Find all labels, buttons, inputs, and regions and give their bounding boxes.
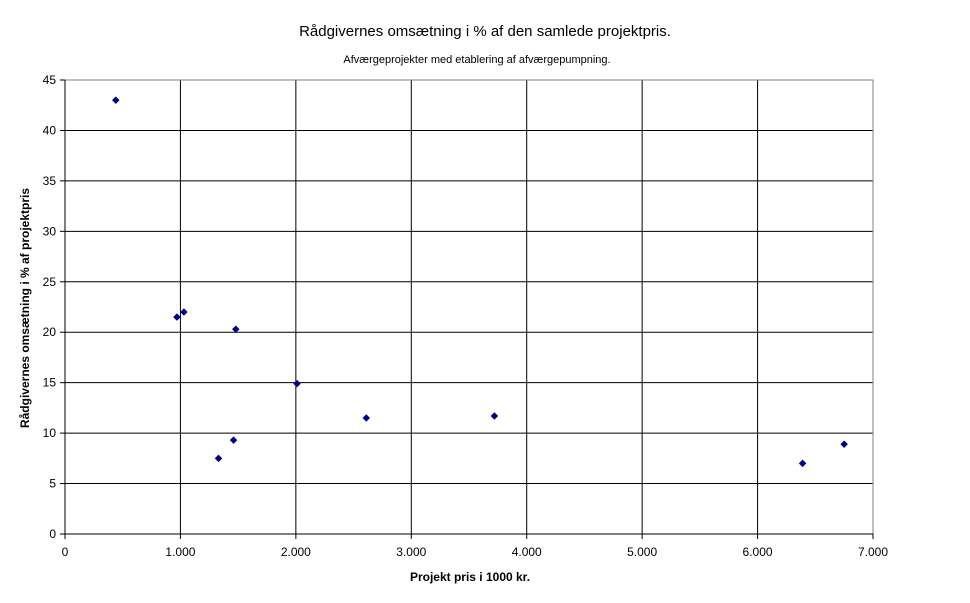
grid-lines	[65, 79, 874, 534]
data-points	[111, 96, 848, 468]
data-point	[798, 459, 807, 468]
data-point	[173, 313, 181, 321]
y-tick-label: 10	[43, 426, 57, 440]
data-point	[214, 454, 223, 463]
x-tick-label: 5.000	[627, 545, 657, 559]
data-point	[231, 325, 240, 334]
data-point	[293, 379, 301, 388]
data-point	[229, 436, 238, 445]
chart-title: Rådgivernes omsætning i % af den samlede…	[299, 23, 671, 40]
plot-area-frame	[64, 79, 874, 535]
y-tick-label: 0	[49, 527, 56, 541]
y-tick-label: 15	[43, 376, 57, 390]
y-tick-label: 20	[43, 325, 57, 339]
data-point	[180, 308, 188, 316]
chart-subtitle: Afværgeprojekter med etablering af afvær…	[343, 54, 610, 66]
y-axis-ticks: 0 5 10 15 20 25 30 35 40 45	[43, 73, 65, 541]
x-tick-label: 3.000	[396, 545, 426, 559]
y-tick-label: 40	[43, 123, 57, 137]
x-tick-label: 2.000	[281, 545, 311, 559]
y-tick-label: 30	[43, 224, 57, 238]
y-tick-label: 25	[43, 275, 57, 289]
data-point	[840, 440, 848, 449]
x-axis-label: Projekt pris i 1000 kr.	[410, 570, 530, 584]
x-tick-label: 6.000	[743, 545, 773, 559]
x-tick-label: 4.000	[512, 545, 542, 559]
y-axis-label: Rådgivernes omsætning i % af projektpris	[18, 188, 32, 428]
data-point	[111, 96, 120, 105]
data-point	[490, 412, 499, 420]
data-point	[362, 414, 371, 422]
y-tick-label: 45	[43, 73, 57, 87]
y-tick-label: 5	[49, 477, 56, 491]
x-axis-ticks: 0 1.000 2.000 3.000 4.000 5.000 6.000 7.000	[62, 534, 888, 559]
y-tick-label: 35	[43, 174, 57, 188]
x-tick-label: 7.000	[858, 545, 888, 559]
x-tick-label: 1.000	[165, 545, 195, 559]
x-tick-label: 0	[62, 545, 69, 559]
